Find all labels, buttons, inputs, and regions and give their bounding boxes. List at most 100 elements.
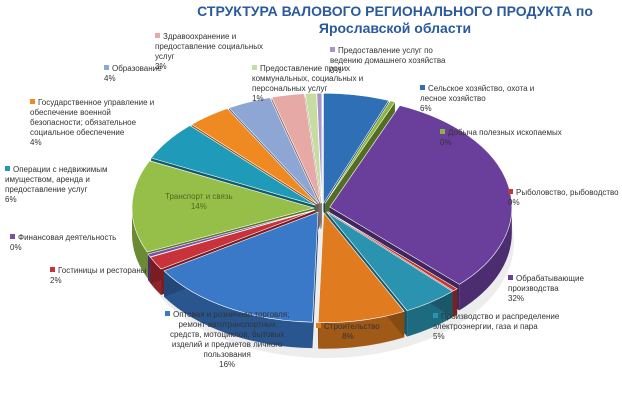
pie-slice-11 [191, 108, 318, 205]
slice-label-text: Государственное управление и [38, 98, 155, 107]
slice-label-line: Производство и распределение [433, 312, 559, 322]
slice-label-text: предоставление социальных [155, 42, 263, 51]
slice-label-line: средств, мотоциклов, бытовых [165, 330, 289, 340]
slice-label-2: Обрабатывающие производства 32% [508, 274, 584, 304]
slice-percent-label: 6% [420, 104, 432, 113]
slice-percent-label: 6% [5, 195, 17, 204]
pie-slice-4 [326, 211, 454, 311]
slice-label-line: ремонт автотранспортных [165, 320, 289, 330]
slice-label-text: лесное хозяйство [420, 94, 486, 103]
slice-label-text: Добыча полезных ископаемых [448, 128, 562, 137]
slice-label-15: Предоставление услуг по ведению домашнего… [330, 46, 445, 76]
slice-label-line: Рыболовство, рыбоводство [508, 188, 619, 198]
pie-slice-8 [147, 209, 315, 258]
slice-label-14: Предоставление прочих коммунальных, социа… [252, 64, 363, 104]
pie-slice-2 [329, 105, 513, 285]
legend-marker-icon [165, 311, 170, 316]
slice-label-line: персональных услуг [252, 84, 363, 94]
legend-marker-icon [30, 99, 35, 104]
slice-label-3: Рыболовство, рыбоводство 0% [508, 188, 619, 208]
slice-label-10: Операции с недвижимым имуществом, аренда … [5, 165, 108, 205]
slice-label-text: персональных услуг [252, 84, 328, 93]
slice-label-text: производства [508, 284, 559, 293]
pie-slice-1 [324, 100, 396, 204]
legend-marker-icon [104, 65, 109, 70]
slice-label-text: средств, мотоциклов, бытовых [169, 330, 285, 339]
slice-label-text: Предоставление прочих [260, 64, 351, 73]
slice-label-line: предоставление социальных [155, 42, 263, 52]
slice-label-line: Обрабатывающие [508, 274, 584, 284]
slice-percent-label: 14% [190, 202, 207, 211]
slice-percent-label: 4% [30, 138, 42, 147]
slice-label-9: Транспорт и связь 14% [165, 192, 233, 212]
slice-label-line: Добыча полезных ископаемых [440, 128, 562, 138]
slice-label-text: имуществом, аренда и [5, 175, 90, 184]
legend-marker-icon [330, 47, 335, 52]
chart-title: СТРУКТУРА ВАЛОВОГО РЕГИОНАЛЬНОГО ПРОДУКТ… [170, 3, 620, 37]
pie-slice-15 [316, 92, 323, 204]
legend-marker-icon [508, 189, 513, 194]
slice-label-text: ремонт автотранспортных [178, 320, 276, 329]
slice-label-line: Транспорт и связь [165, 192, 233, 202]
chart-title-text: СТРУКТУРА ВАЛОВОГО РЕГИОНАЛЬНОГО ПРОДУКТ… [197, 3, 593, 36]
slice-label-line: Образование [104, 64, 162, 74]
slice-label-line: обеспечение военной [30, 108, 154, 118]
slice-label-text: предоставление услуг [5, 185, 88, 194]
slice-label-text: обеспечение военной [30, 108, 111, 117]
legend-marker-icon [420, 85, 425, 90]
slice-percent-label: 4% [104, 74, 116, 83]
slice-label-line: Сельское хозяйство, охота и [420, 84, 534, 94]
slice-percent-label: 0% [330, 66, 342, 75]
legend-marker-icon [433, 313, 438, 318]
pie-slice-7 [149, 210, 316, 270]
slice-label-text: услуг [155, 52, 175, 61]
slice-label-text: изделий и предметов личного [171, 340, 283, 349]
slice-label-text: Образование [112, 64, 162, 73]
slice-percent-label: 3% [155, 62, 167, 71]
pie-slice-14 [305, 92, 322, 204]
pie-slice-10 [150, 125, 316, 206]
slice-percent-label: 32% [508, 294, 525, 303]
slice-label-line: Оптовая и розничная торговля; [165, 310, 289, 320]
slice-label-text: Рыболовство, рыбоводство [516, 188, 619, 197]
pie-slice-0 [323, 92, 390, 205]
slice-label-text: Гостиницы и рестораны [58, 266, 147, 275]
slice-label-text: электроэнергии, газа и пара [433, 322, 538, 331]
slice-label-line: электроэнергии, газа и пара [433, 322, 559, 332]
legend-marker-icon [316, 323, 321, 328]
slice-percent-label: 16% [219, 360, 236, 369]
slice-label-text: Предоставление услуг по [338, 46, 433, 55]
slice-label-text: пользования [203, 350, 251, 359]
slice-label-13: Здравоохранение и предоставление социальн… [155, 32, 263, 72]
slice-label-7: Гостиницы и рестораны 2% [50, 266, 147, 286]
slice-label-line: услуг [155, 52, 263, 62]
slice-label-0: Сельское хозяйство, охота и лесное хозяйс… [420, 84, 534, 114]
slice-label-8: Финансовая деятельность 0% [10, 233, 116, 253]
pie-slice-3 [327, 211, 458, 292]
slice-label-line: Строительство [316, 322, 380, 332]
slice-percent-label: 1% [252, 94, 264, 103]
slice-label-11: Государственное управление и обеспечение … [30, 98, 154, 148]
slice-label-1: Добыча полезных ископаемых 0% [440, 128, 562, 148]
pie-slice-13 [271, 93, 321, 204]
pie-slice-9 [131, 160, 316, 253]
slice-label-text: Обрабатывающие [516, 274, 584, 283]
slice-label-line: Предоставление услуг по [330, 46, 445, 56]
slice-label-line: Здравоохранение и [155, 32, 263, 42]
slice-label-text: Финансовая деятельность [18, 233, 117, 242]
slice-label-line: производства [508, 284, 584, 294]
slice-label-line: Государственное управление и [30, 98, 154, 108]
legend-marker-icon [5, 166, 10, 171]
slice-label-line: ведению домашнего хозяйства [330, 56, 445, 66]
slice-label-line: изделий и предметов личного [165, 340, 289, 350]
slice-label-line: имуществом, аренда и [5, 175, 108, 185]
slice-label-line: Гостиницы и рестораны [50, 266, 147, 276]
slice-label-line: коммунальных, социальных и [252, 74, 363, 84]
pie-slice-6 [163, 211, 319, 323]
slice-label-line: предоставление услуг [5, 185, 108, 195]
pie-slice-5 [317, 211, 405, 323]
slice-label-text: безопасности; обязательное [30, 118, 137, 127]
slice-label-text: социальное обеспечение [30, 128, 125, 137]
slice-label-text: Сельское хозяйство, охота и [428, 84, 535, 93]
